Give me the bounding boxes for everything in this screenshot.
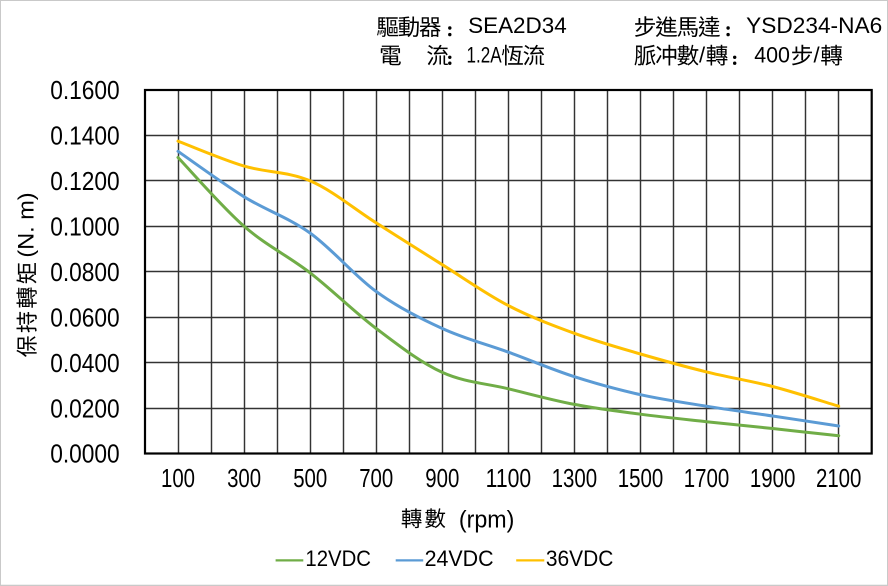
svg-text:1100: 1100 <box>486 465 532 493</box>
svg-text:500: 500 <box>293 465 327 493</box>
svg-text:0.1600: 0.1600 <box>50 77 120 105</box>
svg-text:12VDC: 12VDC <box>305 546 371 571</box>
svg-text:400: 400 <box>754 42 790 67</box>
svg-text:SEA2D34: SEA2D34 <box>468 13 567 38</box>
svg-text:0.0400: 0.0400 <box>50 350 120 378</box>
svg-text:24VDC: 24VDC <box>425 546 494 571</box>
svg-text:900: 900 <box>425 465 459 493</box>
svg-text:1500: 1500 <box>618 465 664 493</box>
svg-text:700: 700 <box>359 465 393 493</box>
svg-text:1900: 1900 <box>750 465 796 493</box>
svg-text:0.1200: 0.1200 <box>50 168 120 196</box>
svg-text:0.0600: 0.0600 <box>50 304 120 332</box>
svg-text:(N. m): (N. m) <box>14 192 39 257</box>
svg-text:1.2A: 1.2A <box>467 42 502 67</box>
svg-text:2100: 2100 <box>816 465 862 493</box>
svg-text:/: / <box>699 42 706 67</box>
svg-text:/: / <box>814 42 821 67</box>
svg-text:1300: 1300 <box>552 465 598 493</box>
svg-text:YSD234-NA6: YSD234-NA6 <box>746 13 882 38</box>
svg-text:36VDC: 36VDC <box>546 546 614 571</box>
svg-text:100: 100 <box>161 465 195 493</box>
svg-text:0.1400: 0.1400 <box>50 123 120 151</box>
svg-text:0.0200: 0.0200 <box>50 395 120 423</box>
svg-text:300: 300 <box>227 465 261 493</box>
svg-text:(rpm): (rpm) <box>459 507 515 534</box>
svg-text:0.0800: 0.0800 <box>50 259 120 287</box>
svg-text:1700: 1700 <box>684 465 730 493</box>
svg-text:0.0000: 0.0000 <box>50 441 120 469</box>
svg-text:0.1000: 0.1000 <box>50 214 120 242</box>
